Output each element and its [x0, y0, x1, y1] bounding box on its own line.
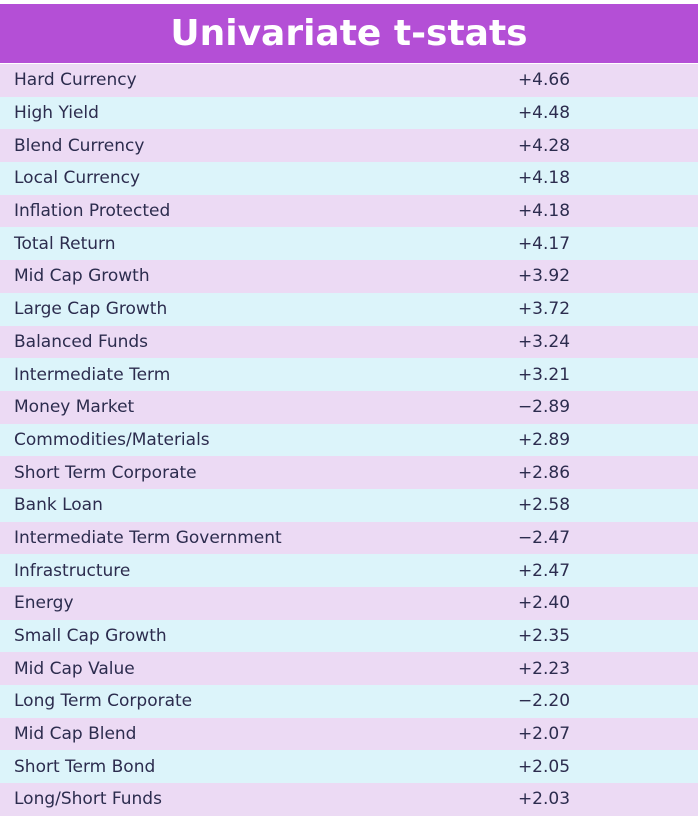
t-stat: −2.89	[517, 397, 571, 418]
t-stat: +4.17	[517, 233, 571, 254]
table-row: Commodities/Materials +2.89	[0, 423, 698, 457]
t-stat: +2.58	[517, 495, 571, 516]
fund-category: Short Term Bond	[14, 756, 156, 777]
table-row: Intermediate Term +3.21	[0, 358, 698, 391]
table-row: High Yield +4.48	[0, 96, 698, 130]
fund-category: Short Term Corporate	[14, 462, 197, 483]
table-row: Mid Cap Blend +2.07	[0, 717, 698, 751]
fund-category: Mid Cap Blend	[14, 724, 137, 745]
fund-category: Mid Cap Value	[14, 658, 135, 679]
fund-category: Mid Cap Growth	[14, 266, 150, 287]
t-stat: +4.66	[517, 70, 571, 91]
t-stat: +3.72	[517, 299, 571, 320]
t-stat: +2.86	[517, 462, 571, 483]
table-row: Intermediate Term Government −2.47	[0, 521, 698, 555]
t-stat: +4.48	[517, 103, 571, 124]
fund-category: Intermediate Term Government	[14, 527, 282, 548]
table-row: Hard Currency +4.66	[0, 64, 698, 97]
table-row: Balanced Funds +3.24	[0, 325, 698, 359]
t-stat: +2.40	[517, 593, 571, 614]
t-stat: −2.47	[517, 527, 571, 548]
fund-category: Blend Currency	[14, 135, 145, 156]
fund-category: Commodities/Materials	[14, 429, 210, 450]
t-stat: +2.03	[517, 789, 571, 810]
t-stat: +4.18	[517, 201, 571, 222]
fund-category: Total Return	[14, 233, 116, 254]
fund-category: Inflation Protected	[14, 201, 171, 222]
t-stat: +2.07	[517, 724, 571, 745]
fund-category: Balanced Funds	[14, 331, 149, 352]
table-row: Blend Currency +4.28	[0, 129, 698, 163]
t-stat: +3.24	[517, 331, 571, 352]
fund-category: Local Currency	[14, 168, 141, 189]
table-row: Mid Cap Growth +3.92	[0, 260, 698, 293]
table-row: Long/Short Funds +2.03	[0, 783, 698, 816]
table-row: Short Term Bond +2.05	[0, 750, 698, 784]
fund-category: Energy	[14, 593, 74, 614]
fund-category: Money Market	[14, 397, 135, 418]
table-row: Long Term Corporate −2.20	[0, 685, 698, 718]
t-stat: +2.35	[517, 626, 571, 647]
t-stat: +4.18	[517, 168, 571, 189]
t-stat: −2.20	[517, 691, 571, 712]
table-row: Infrastructure +2.47	[0, 554, 698, 587]
t-stat: +2.23	[517, 658, 571, 679]
fund-category: Small Cap Growth	[14, 626, 167, 647]
table-row: Money Market −2.89	[0, 390, 698, 424]
t-stat: +2.89	[517, 429, 571, 450]
fund-category: Large Cap Growth	[14, 299, 168, 320]
table-row: Short Term Corporate +2.86	[0, 456, 698, 489]
table-row: Large Cap Growth +3.72	[0, 292, 698, 326]
t-stat: +2.05	[517, 756, 571, 777]
table: Hard Currency +4.66 High Yield +4.48 Blend C…	[0, 64, 698, 816]
t-stat: +2.47	[517, 560, 571, 581]
table-row: Small Cap Growth +2.35	[0, 619, 698, 653]
table-row: Total Return +4.17	[0, 227, 698, 261]
table-title: Univariate t-stats	[0, 4, 698, 63]
fund-category: High Yield	[14, 103, 99, 124]
fund-category: Long Term Corporate	[14, 691, 193, 712]
table-row: Local Currency +4.18	[0, 162, 698, 195]
t-stat: +4.28	[517, 135, 571, 156]
fund-category: Hard Currency	[14, 70, 137, 91]
table-row: Mid Cap Value +2.23	[0, 652, 698, 686]
fund-category: Bank Loan	[14, 495, 103, 516]
table-row: Energy +2.40	[0, 587, 698, 620]
t-stat: +3.21	[517, 364, 571, 385]
table-row: Inflation Protected +4.18	[0, 194, 698, 228]
fund-category: Intermediate Term	[14, 364, 171, 385]
fund-category: Infrastructure	[14, 560, 131, 581]
t-stat: +3.92	[517, 266, 571, 287]
table-row: Bank Loan +2.58	[0, 488, 698, 522]
fund-category: Long/Short Funds	[14, 789, 162, 810]
